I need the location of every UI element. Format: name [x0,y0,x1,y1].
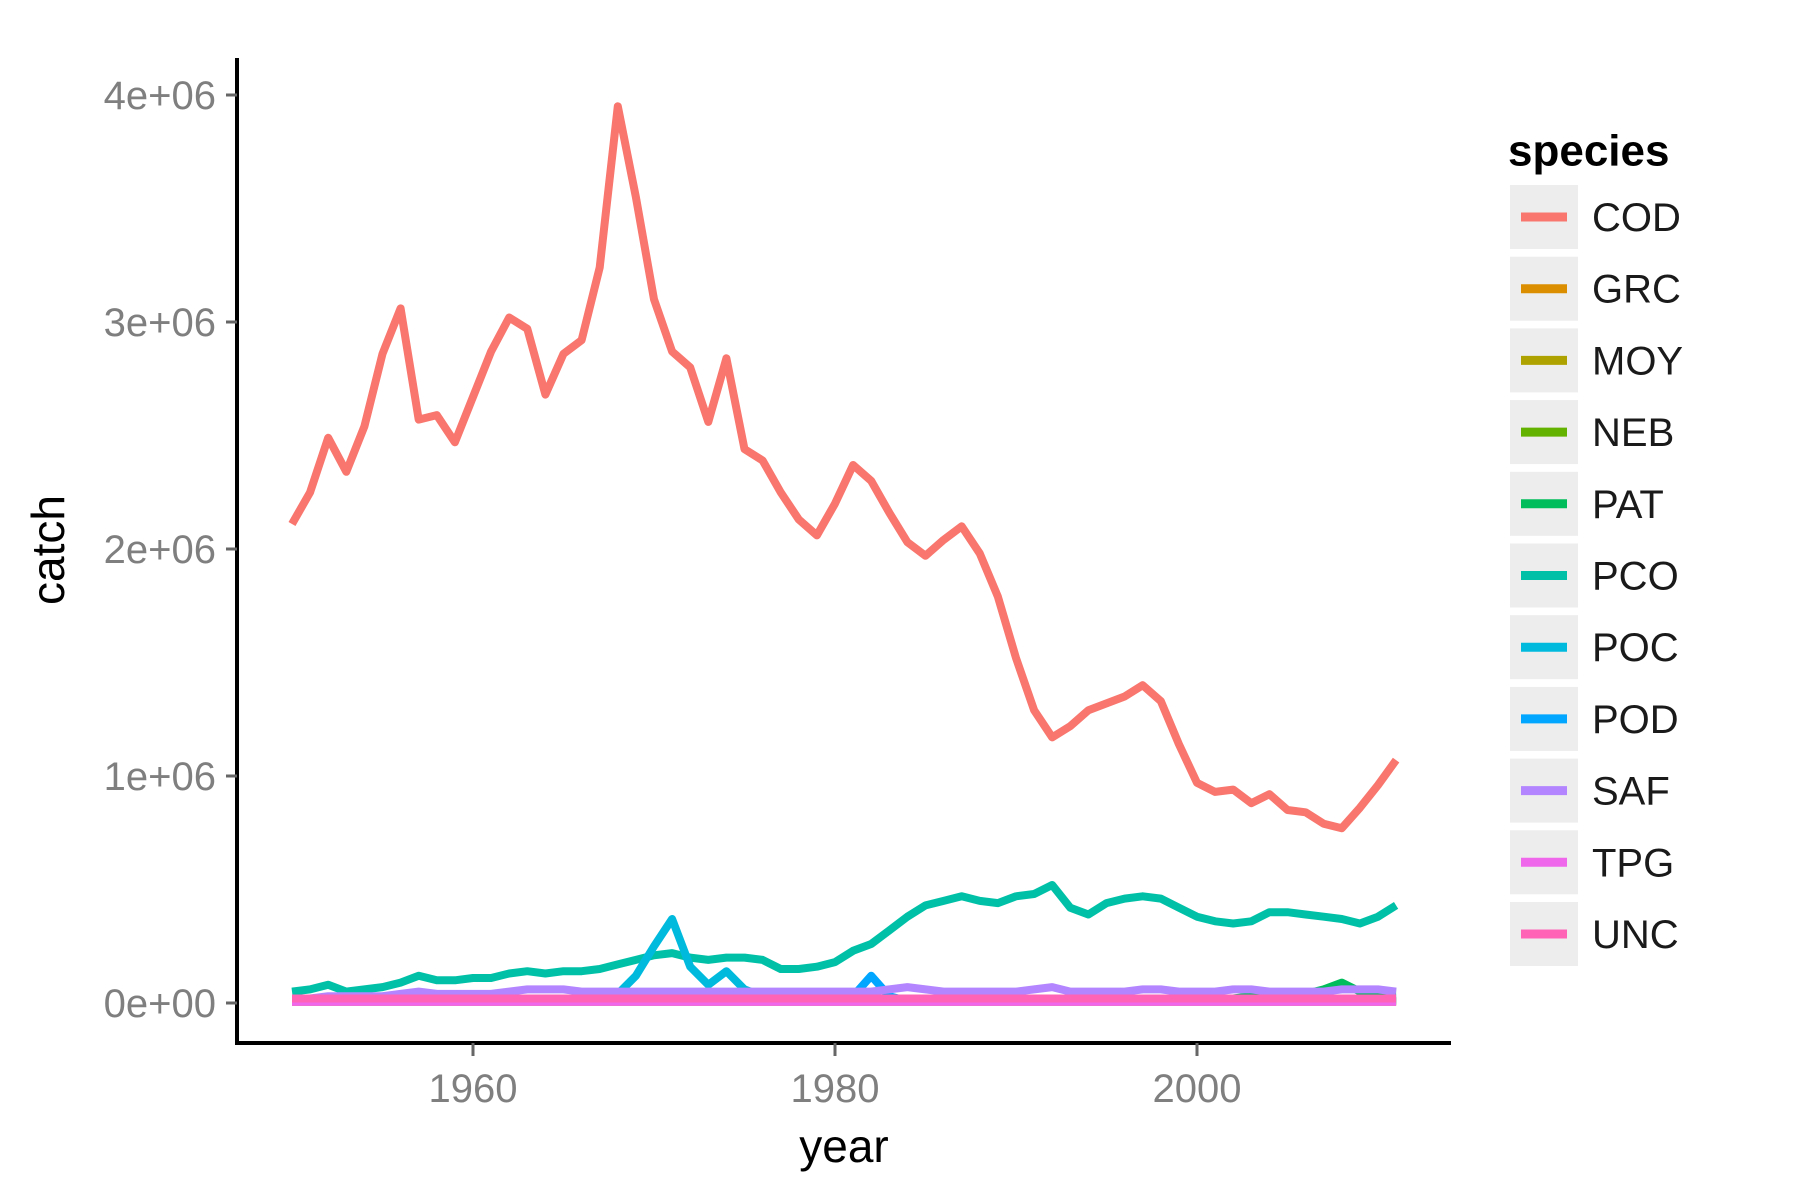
y-tick-label-3e+06: 3e+06 [104,301,216,345]
legend-label-SAF: SAF [1592,770,1670,814]
legend-entry-POD: POD [1510,686,1679,751]
legend-entry-SAF: SAF [1510,758,1670,823]
legend-entry-TPG: TPG [1510,830,1674,895]
legend-label-PAT: PAT [1592,483,1664,527]
y-axis-ticks: 0e+00 1e+06 2e+06 3e+06 4e+06 [104,74,237,1026]
y-tick-label-2e+06: 2e+06 [104,528,216,572]
legend-label-TPG: TPG [1592,841,1674,885]
legend-entry-UNC: UNC [1510,902,1679,966]
x-axis-title: year [799,1120,888,1172]
legend-entries: COD GRC MOY NEB PAT PCO POC POD SAF TPG UNC [1510,185,1683,966]
legend-title: species [1508,126,1669,175]
legend-entry-COD: COD [1510,185,1681,249]
line-PCO [291,881,1399,996]
legend: species COD GRC MOY NEB PAT PCO POC POD SAF TPG UN… [1508,126,1683,966]
legend-label-COD: COD [1592,196,1681,240]
legend-entry-MOY: MOY [1510,328,1683,393]
x-axis-ticks: 1960 1980 2000 [429,1043,1242,1111]
legend-entry-GRC: GRC [1510,256,1681,321]
y-axis-title: catch [22,495,74,605]
series-lines [288,102,1400,1006]
legend-entry-POC: POC [1510,615,1679,680]
line-COD [288,102,1400,833]
legend-label-UNC: UNC [1592,913,1679,957]
legend-entry-NEB: NEB [1510,400,1674,465]
legend-entry-PCO: PCO [1510,543,1679,608]
legend-label-MOY: MOY [1592,339,1683,383]
legend-entry-PAT: PAT [1510,471,1664,536]
legend-label-NEB: NEB [1592,411,1674,455]
line-SAF [292,983,1397,1003]
x-tick-label-1960: 1960 [429,1067,518,1111]
legend-label-POC: POC [1592,626,1679,670]
y-tick-label-0e+00: 0e+00 [104,982,216,1026]
axes: 0e+00 1e+06 2e+06 3e+06 4e+06 1960 1980 2000 [104,58,1451,1111]
legend-label-GRC: GRC [1592,268,1681,312]
x-tick-label-2000: 2000 [1153,1067,1242,1111]
y-tick-label-4e+06: 4e+06 [104,74,216,118]
legend-label-POD: POD [1592,698,1679,742]
legend-label-PCO: PCO [1592,555,1679,599]
x-tick-label-1980: 1980 [791,1067,880,1111]
y-tick-label-1e+06: 1e+06 [104,755,216,799]
